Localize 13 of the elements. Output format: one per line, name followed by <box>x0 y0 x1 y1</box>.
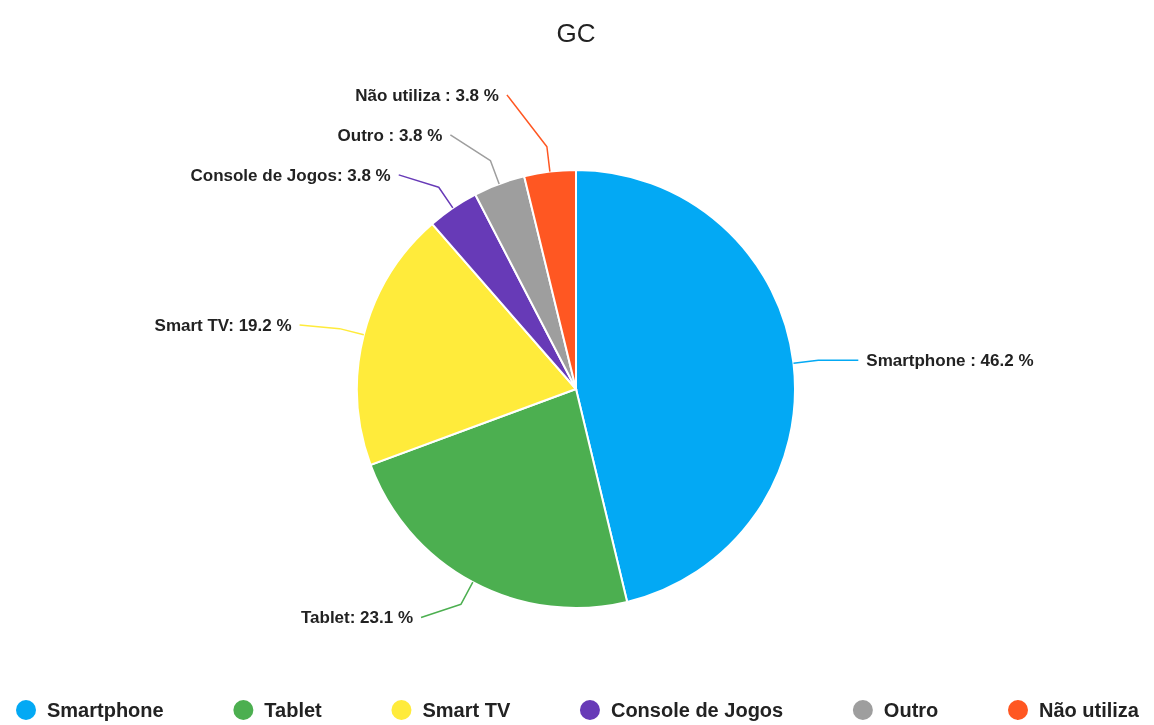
data-label: Outro : 3.8 % <box>337 125 443 145</box>
data-label: Smart TV: 19.2 % <box>154 315 292 335</box>
data-label: Tablet: 23.1 % <box>300 608 414 628</box>
legend-label: Não utiliza <box>1038 699 1140 721</box>
data-label: Não utiliza : 3.8 % <box>355 85 499 105</box>
data-label: Smartphone : 46.2 % <box>866 351 1034 371</box>
data-label: Console de Jogos: 3.8 % <box>190 165 391 185</box>
legend-label: Outro <box>883 699 939 721</box>
chart-title: GC <box>556 18 596 48</box>
legend-label: Console de Jogos <box>610 699 784 721</box>
legend-label: Smartphone <box>47 699 164 721</box>
legend-label: Smart TV <box>422 699 511 721</box>
legend-label: Tablet <box>264 699 323 721</box>
